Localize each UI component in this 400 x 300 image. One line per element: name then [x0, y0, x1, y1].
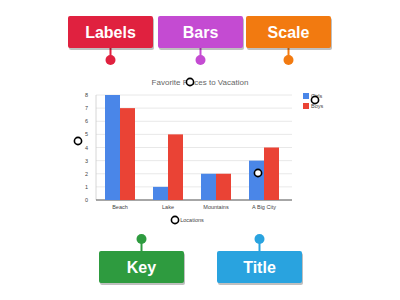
tag-pin: [255, 234, 265, 244]
bar: [264, 148, 279, 201]
tag[interactable]: Key: [99, 234, 185, 285]
bar: [201, 174, 216, 200]
y-tick-label: 1: [85, 184, 88, 190]
x-tick-label: Mountains: [203, 204, 229, 210]
x-tick-label: Beach: [112, 204, 128, 210]
hotspot: [254, 169, 261, 176]
y-tick-label: 2: [85, 171, 88, 177]
y-axis: [96, 95, 97, 200]
tag[interactable]: Bars: [158, 16, 244, 65]
tag-text: Bars: [183, 24, 219, 41]
legend-label: Boys: [311, 103, 323, 109]
chart-title: Favorite Places to Vacation: [152, 78, 249, 87]
tag-text: Key: [127, 259, 156, 276]
bars: [105, 95, 279, 200]
tag-pin: [196, 55, 206, 65]
tag-box: [99, 251, 184, 283]
grid-line: [96, 95, 292, 96]
tag-text: Title: [243, 259, 276, 276]
hotspot: [171, 216, 178, 223]
bar: [249, 161, 264, 200]
tag-box: [68, 16, 153, 48]
bar: [216, 174, 231, 200]
y-tick-label: 6: [85, 118, 88, 124]
y-tick-label: 8: [85, 92, 88, 98]
y-tick-label: 7: [85, 105, 88, 111]
tag-box: [217, 251, 302, 283]
tag-text: Labels: [85, 24, 136, 41]
bar: [105, 95, 120, 200]
tag-text: Scale: [268, 24, 310, 41]
bar: [168, 134, 183, 200]
hotspot: [311, 96, 318, 103]
legend-swatch: [303, 93, 309, 99]
tag[interactable]: Labels: [68, 16, 154, 65]
bar: [153, 187, 168, 200]
canvas: 0 1 2 3 4 5 6 7 8 Beach Lake Mountains A Big City Fav…: [0, 0, 400, 300]
tag[interactable]: Title: [217, 234, 303, 285]
x-tick-label: Lake: [162, 204, 174, 210]
hotspot: [74, 137, 81, 144]
chart-background: [62, 70, 337, 230]
tag-pin: [106, 55, 116, 65]
tag-box: [246, 16, 331, 48]
hotspot: [186, 78, 193, 85]
y-tick-label: 4: [85, 145, 88, 151]
bar: [120, 108, 135, 200]
y-tick-label: 5: [85, 131, 88, 137]
legend-swatch: [303, 103, 309, 109]
tag-pin: [137, 234, 147, 244]
x-tick-label: A Big City: [252, 204, 276, 210]
y-tick-label: 3: [85, 158, 88, 164]
page: 0 1 2 3 4 5 6 7 8 Beach Lake Mountains A Big City Fav…: [0, 0, 400, 300]
x-axis-label: Locations: [180, 217, 204, 223]
tag-box: [158, 16, 243, 48]
y-tick-label: 0: [85, 197, 88, 203]
tag[interactable]: Scale: [246, 16, 332, 65]
tag-pin: [284, 55, 294, 65]
